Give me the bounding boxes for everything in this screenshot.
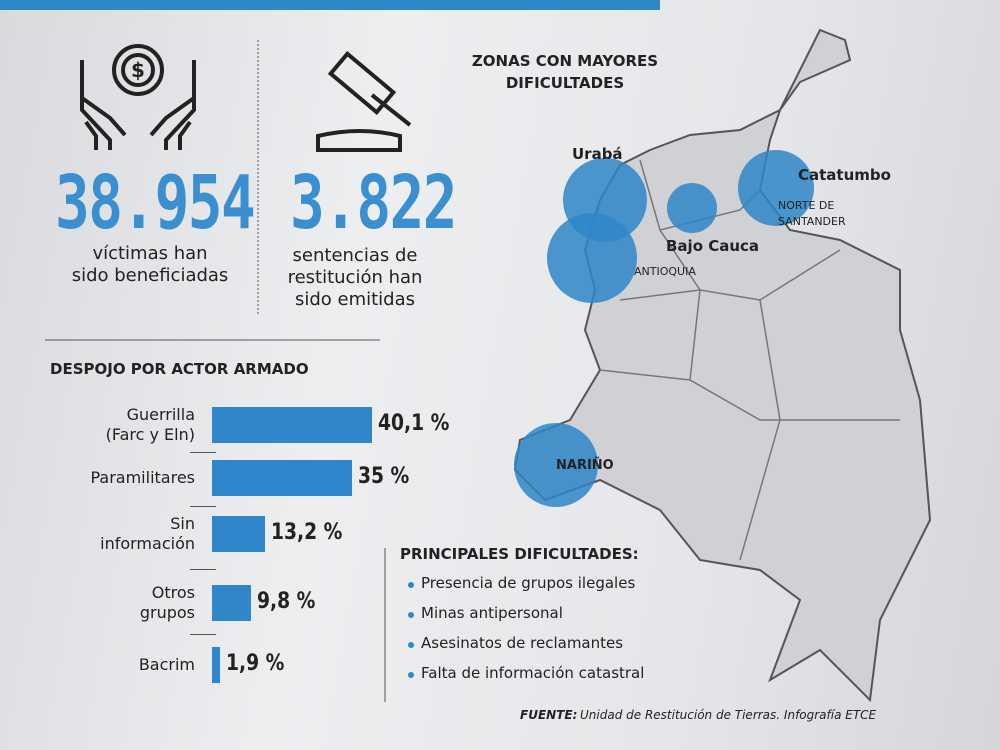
stat-text: víctimas han sido beneficiadas xyxy=(71,243,229,286)
map-colombia xyxy=(513,28,932,703)
row-separator xyxy=(190,634,216,635)
map-title: ZONAS CON MAYORES DIFICULTADES xyxy=(471,52,659,92)
svg-text:$: $ xyxy=(131,58,145,82)
chart-title: DESPOJO POR ACTOR ARMADO xyxy=(50,360,309,378)
difficulty-item: Minas antipersonal xyxy=(421,604,563,622)
value-label: 40,1 % xyxy=(378,411,450,436)
map-label: NORTE DE SANTANDER xyxy=(778,199,846,228)
category-label: Bacrim xyxy=(138,655,195,674)
difficulty-item: Asesinatos de reclamantes xyxy=(421,634,624,652)
category-label: Sin información xyxy=(100,514,195,553)
bar xyxy=(212,460,352,496)
gavel-icon xyxy=(316,50,412,152)
map-label: Bajo Cauca xyxy=(666,237,760,255)
hands-coin-icon xyxy=(80,44,196,150)
bullet xyxy=(408,612,414,618)
map-label: Catatumbo xyxy=(798,166,891,184)
difficulty-item: Falta de información catastral xyxy=(421,664,645,682)
bar xyxy=(212,407,373,443)
difficulties-title: PRINCIPALES DIFICULTADES: xyxy=(400,545,639,563)
map-label: NARIÑO xyxy=(556,458,614,473)
map-label: Urabá xyxy=(572,145,623,163)
category-label: Guerrilla (Farc y Eln) xyxy=(105,405,195,444)
source-label: FUENTE: xyxy=(520,708,578,722)
category-label: Paramilitares xyxy=(90,468,195,487)
map-label: ANTIOQUIA xyxy=(634,265,696,278)
stat-number: 38.954 xyxy=(55,160,256,246)
row-separator xyxy=(190,568,216,570)
stat-number: 3.822 xyxy=(290,160,458,246)
stat-text: sentencias de restitución han sido emiti… xyxy=(287,245,423,310)
category-label: Otros grupos xyxy=(139,583,195,622)
difficulty-item: Presencia de grupos ilegales xyxy=(421,574,636,592)
source-text: Unidad de Restitución de Tierras. Infogr… xyxy=(580,708,877,722)
zone-circles xyxy=(514,150,814,507)
bullet xyxy=(408,582,414,588)
row-separator xyxy=(190,451,216,453)
bar xyxy=(212,585,252,621)
top-band xyxy=(0,0,660,10)
bar xyxy=(212,516,265,552)
row-separator xyxy=(190,506,216,507)
bullet xyxy=(408,672,414,678)
value-label: 13,2 % xyxy=(270,520,343,545)
value-label: 9,8 % xyxy=(257,589,316,614)
bar xyxy=(212,647,220,683)
bullet xyxy=(408,642,414,648)
value-label: 1,9 % xyxy=(225,651,284,676)
value-label: 35 % xyxy=(358,464,410,489)
